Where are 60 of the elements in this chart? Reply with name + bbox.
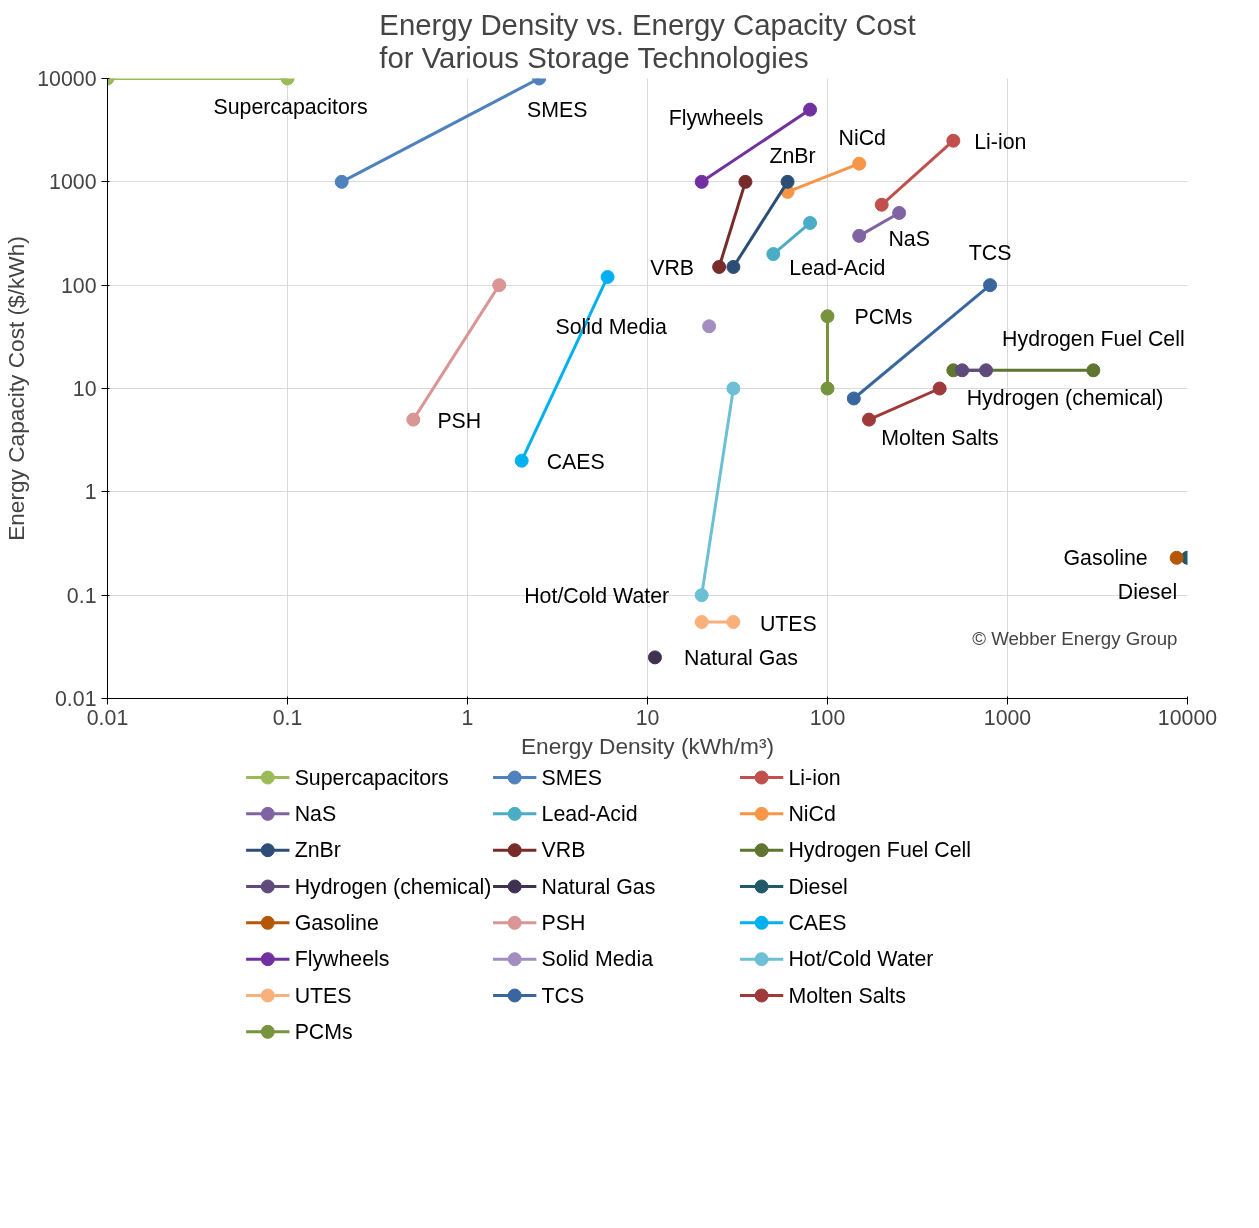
y-tick-label: 100 [60,273,97,298]
legend-label: Flywheels [294,947,390,972]
text: ZnBr [769,143,816,168]
legend-label: SMES [541,765,602,790]
legend-label: Hydrogen (chemical) [294,874,492,899]
legend-label: ZnBr [294,838,341,863]
text: NaS [888,226,930,251]
x-tick-label: 10000 [1157,705,1218,730]
legend-label: PCMs [294,1019,353,1044]
legend-label: Supercapacitors [294,765,449,790]
legend-label: Lead-Acid [541,801,638,826]
legend-label: Gasoline [294,910,379,935]
text: Flywheels [668,105,764,130]
text: PSH [437,408,482,433]
legend-label: TCS [541,983,585,1008]
x-tick-label: 1000 [983,705,1032,730]
text: Molten Salts [881,425,999,450]
legend-label: Solid Media [541,947,654,972]
x-tick-label: 100 [809,705,846,730]
annotation: © Webber Energy Group [972,627,1178,649]
y-tick-label: 0.01 [54,687,97,711]
legend-label: PSH [541,910,586,935]
text: Lead-Acid [789,256,886,281]
text: Diesel [1117,579,1178,604]
legend-label: UTES [294,983,352,1008]
text: Gasoline [1063,545,1148,570]
x-tick-label: 1 [461,705,474,730]
legend-label: VRB [541,838,586,863]
text: Supercapacitors [213,94,368,119]
legend-label: Molten Salts [788,983,906,1008]
legend-label: Diesel [788,874,848,899]
legend-label: Hydrogen Fuel Cell [788,838,972,863]
y-tick-label: 10 [72,377,97,401]
y-tick-label: 1 [84,480,97,505]
text: SMES [526,97,588,122]
x-tick-label: 10 [635,705,660,730]
y-tick-label: 1000 [49,170,97,195]
text: Li-ion [974,129,1027,154]
y-axis-title: Energy Capacity Cost ($/kWh) [3,236,30,541]
text: NiCd [838,125,886,150]
x-axis-title: Energy Density (kWh/m³) [520,732,775,759]
legend-label: NaS [294,801,337,826]
text: UTES [759,612,817,636]
x-tick-label: 0.1 [272,705,303,730]
text: Natural Gas [684,646,798,671]
chart-title: Energy Density vs. Energy Capacity Cost for Various Storage Technologies [379,7,916,74]
legend-label: Natural Gas [541,874,656,899]
text: VRB [650,255,695,280]
text: Hot/Cold Water [524,584,670,609]
legend-label: NiCd [788,801,836,826]
text: CAES [546,449,605,474]
y-tick-label: 0.1 [66,583,97,608]
legend-label: CAES [788,910,847,935]
text: PCMs [854,305,913,330]
text: Hydrogen Fuel Cell [1002,327,1185,352]
text: TCS [968,241,1012,266]
legend-label: Li-ion [788,765,841,790]
legend-label: Hot/Cold Water [788,947,934,972]
text: Hydrogen (chemical) [966,386,1164,411]
y-tick-label: 10000 [37,67,97,91]
